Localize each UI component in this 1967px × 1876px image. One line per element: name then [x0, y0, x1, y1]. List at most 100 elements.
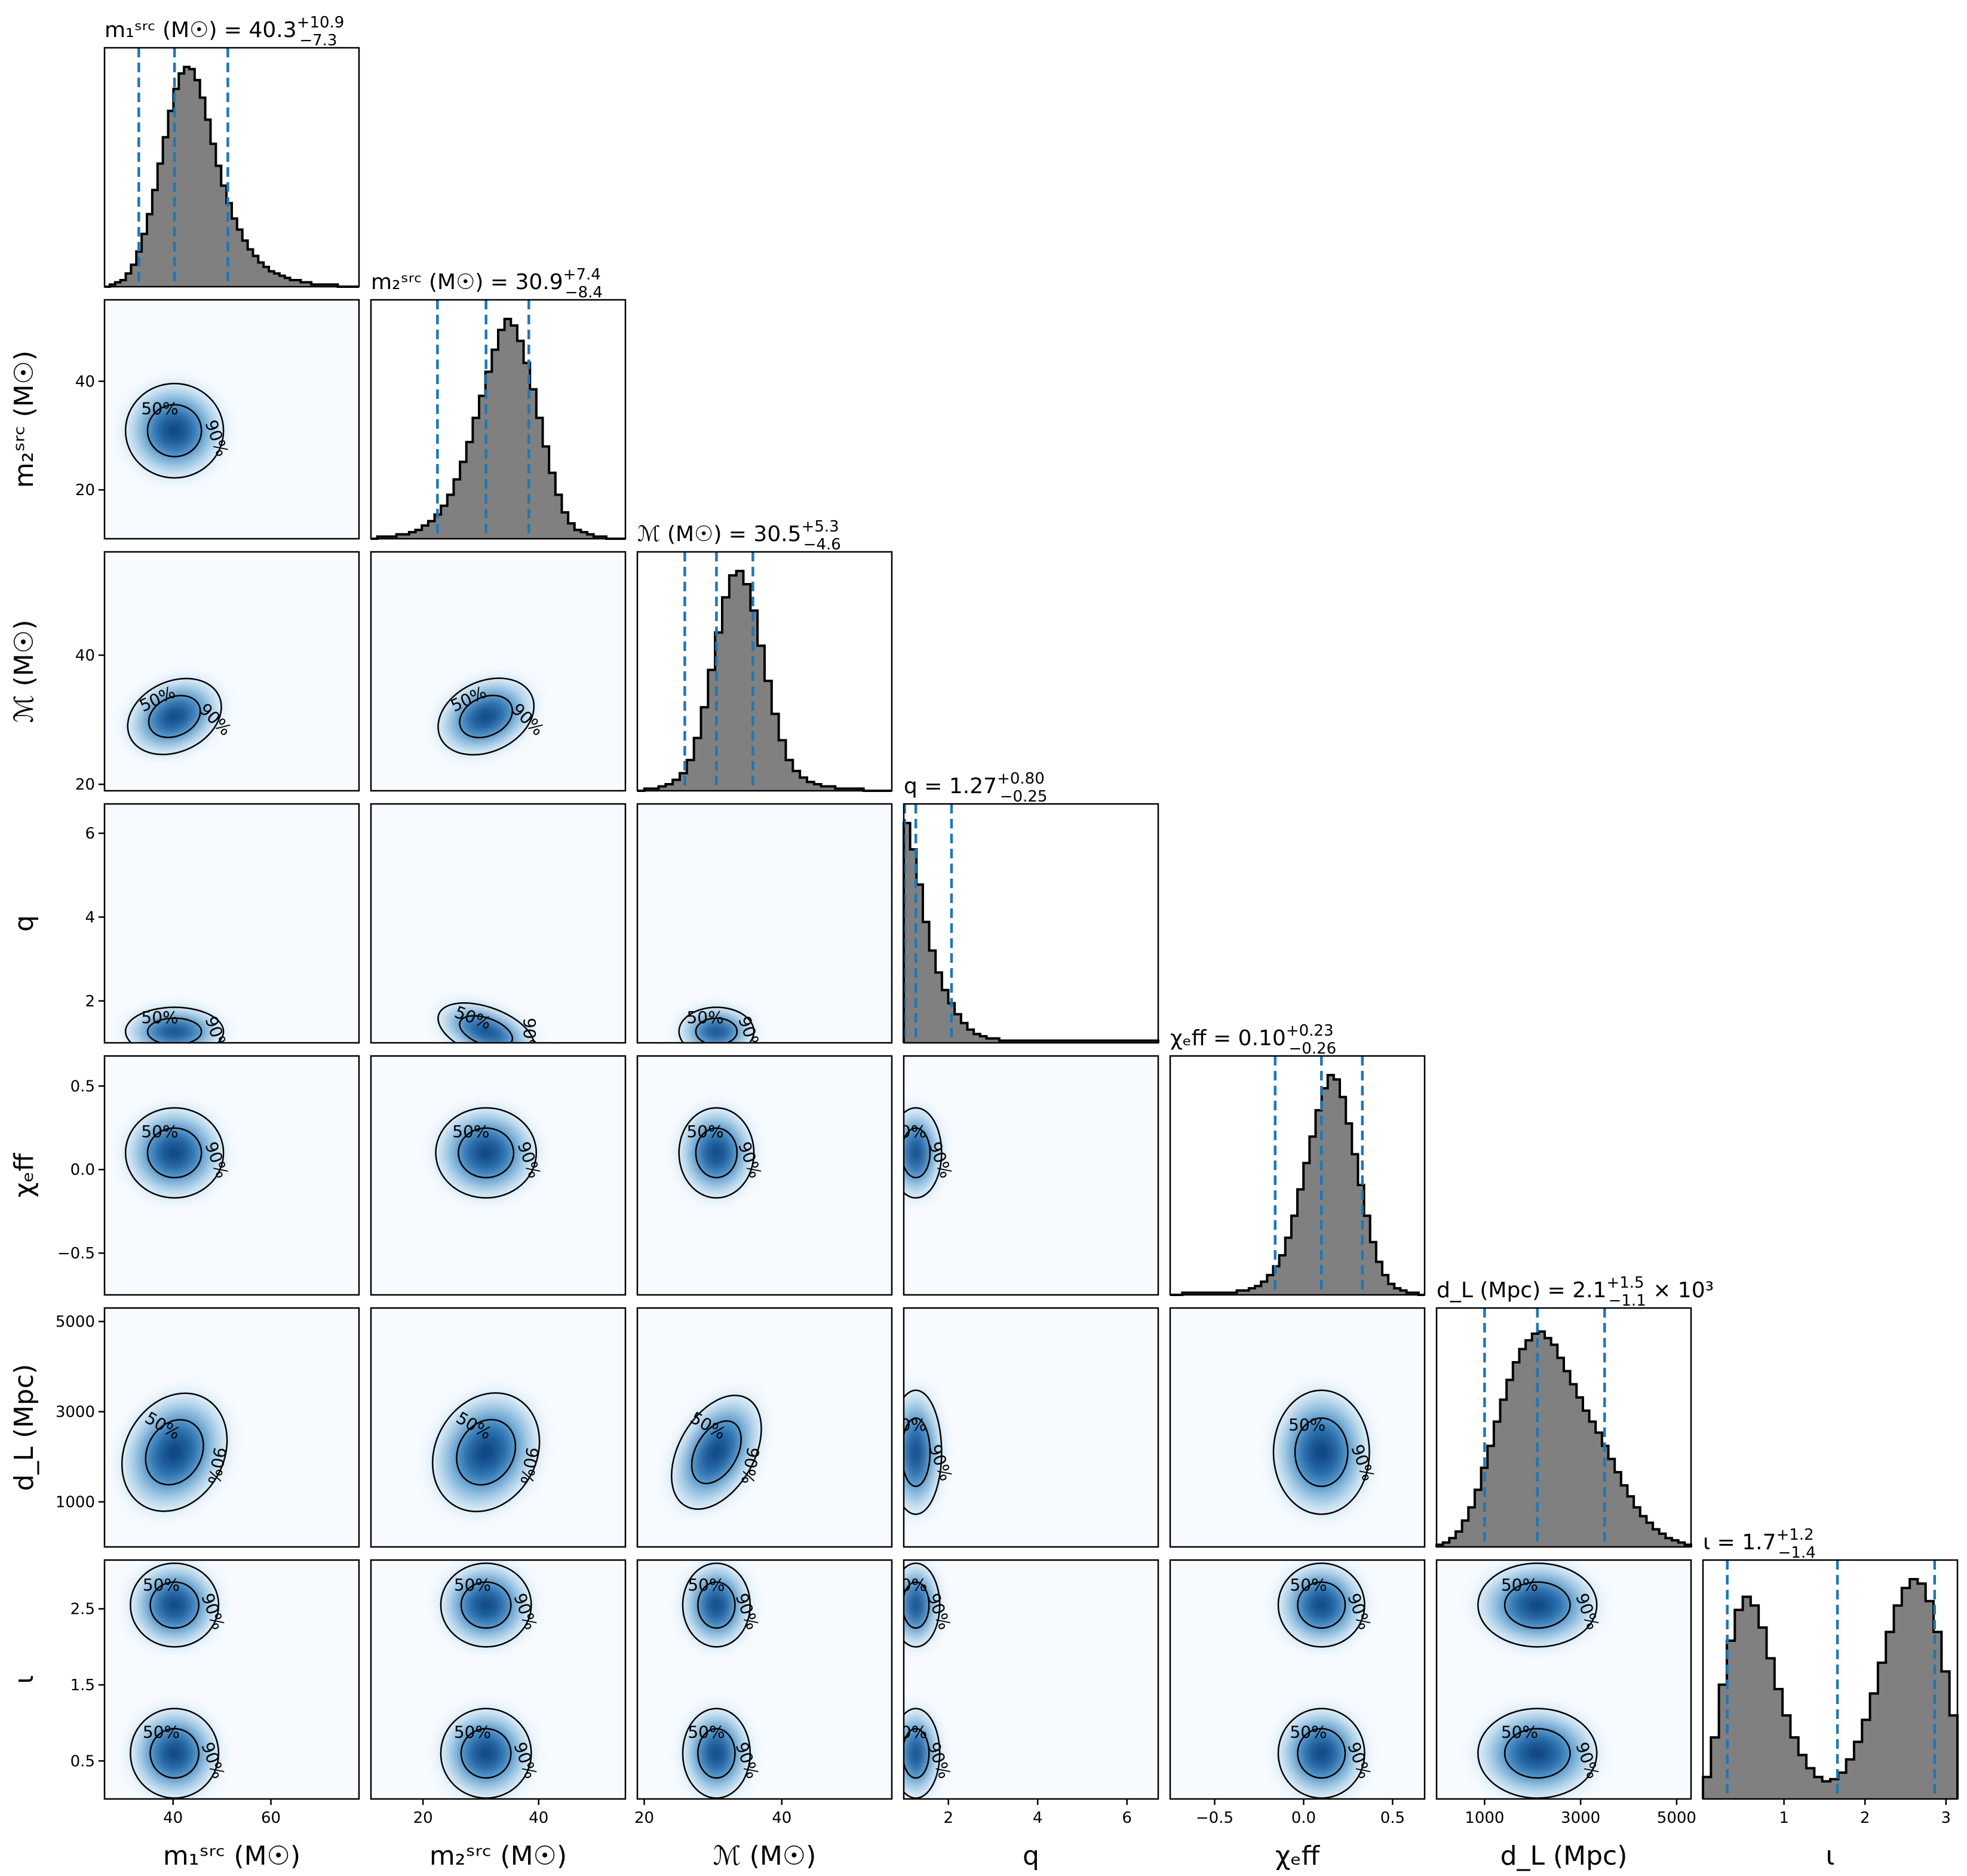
panel-m2-q-bg — [371, 804, 625, 1043]
xtick-label-dl-1: 3000 — [1561, 1809, 1600, 1827]
title-m2-prefix: m₂ˢʳᶜ (M☉) = — [371, 270, 515, 294]
panel-mc-dl-frame — [636, 1307, 893, 1548]
panel-m2-chi-frame — [370, 1055, 627, 1296]
ytick-label-iota-1: 1.5 — [70, 1677, 95, 1694]
hist-dl-edge — [1435, 1330, 1692, 1547]
panel-chi-chi: χₑff = 0.10+0.23 −0.26 — [1169, 1022, 1426, 1296]
title-m2-median: 30.9 — [515, 270, 563, 294]
title-m2-minus: −8.4 — [565, 284, 603, 302]
ytick-label-dl-2: 5000 — [56, 1313, 95, 1331]
ytick-label-iota-2: 2.5 — [70, 1601, 95, 1619]
xlabel-dl: d_L (Mpc) — [1500, 1841, 1628, 1871]
title-mc-minus: −4.6 — [803, 536, 841, 554]
xtick-label-chi-1: 0.0 — [1291, 1809, 1316, 1827]
blob-m1-q-label-50: 50% — [141, 1008, 178, 1027]
blob-q-dl-density — [904, 1374, 949, 1530]
title-dl-plus: +1.5 — [1606, 1274, 1644, 1292]
panel-m2-m2-frame — [370, 299, 627, 540]
panel-iota-iota: ι = 1.7+1.2 −1.4 1 2 3 ι — [1702, 1526, 1959, 1871]
panel-m1-iota: 50%90% 50%90% 0.5 1.5 2.5 ι 40 60 m₁ˢʳᶜ (M☉) — [9, 1559, 360, 1871]
blob-chi-iota-lower-density — [1267, 1697, 1376, 1799]
ytick-label-q-0: 2 — [85, 993, 95, 1011]
blob-chi-dl-contour-90 — [1272, 1389, 1370, 1515]
blob-mc-dl-contour-90 — [671, 1395, 762, 1510]
blob-m1-m2-label-50: 50% — [141, 398, 178, 418]
title-q-median: 1.27 — [949, 774, 997, 799]
blob-m2-mc-contour-50 — [459, 695, 514, 739]
xtick-label-m1-1: 60 — [261, 1809, 281, 1827]
blob-m2-chi-label-50: 50% — [452, 1122, 489, 1141]
blob-dl-iota-upper-contour-50 — [1503, 1581, 1571, 1629]
hist-m1-fill — [105, 67, 359, 287]
ytick-label-q-2: 6 — [85, 825, 95, 843]
blob-m2-iota-upper-contour-90 — [440, 1562, 532, 1648]
blob-m1-q-density — [113, 1001, 236, 1043]
panel-m1-mc: 50%90% 20 40 ℳ (M☉) — [9, 551, 360, 794]
ylabel-m2: m₂ˢʳᶜ (M☉) — [9, 351, 39, 488]
panel-q-dl: 50%90% — [903, 1307, 1159, 1548]
blob-chi-dl-density — [1261, 1374, 1382, 1530]
ylabel-mc: ℳ (M☉) — [9, 620, 39, 723]
xtick-label-m2-0: 20 — [413, 1809, 433, 1827]
blob-mc-chi-contour-90 — [678, 1107, 755, 1199]
blob-m1-chi-label-50: 50% — [141, 1122, 178, 1141]
blob-m2-q: 50%90% — [426, 996, 547, 1043]
panel-m1-m1: m₁ˢʳᶜ (M☉) = 40.3+10.9 −7.3 — [103, 14, 360, 288]
blob-m1-iota-lower-label-50: 50% — [143, 1722, 180, 1742]
title-m1-plus: +10.9 — [297, 14, 345, 32]
xtick-label-q-0: 2 — [943, 1809, 953, 1827]
blob-m2-chi-density — [423, 1097, 549, 1209]
blob-q-iota-upper-contour-50 — [904, 1581, 930, 1629]
blob-mc-q-contour-90 — [678, 1006, 755, 1043]
blob-m1-iota-upper-contour-90 — [130, 1562, 220, 1648]
blob-q-iota-upper-density — [904, 1560, 946, 1657]
xtick-label-q-2: 6 — [1122, 1809, 1132, 1827]
panel-m1-q-frame — [103, 803, 360, 1044]
blob-m1-q-contour-90 — [124, 1006, 225, 1043]
blob-m1-iota-upper: 50%90% — [119, 1560, 230, 1657]
panel-q-iota: 50%90%50%90%2 4 6q — [890, 1559, 1159, 1871]
blob-m2-q-density — [426, 996, 547, 1043]
panel-q-iota-bg — [904, 1560, 1158, 1799]
panel-q-q-frame — [903, 803, 1159, 1044]
panel-m2-chi: 50%90% — [370, 1055, 627, 1296]
title-dl-median: 2.1 — [1572, 1278, 1606, 1303]
blob-m1-iota-lower: 50%90% — [119, 1697, 230, 1799]
blob-chi-dl-contour-50 — [1294, 1417, 1349, 1487]
ytick-label-m2-0: 20 — [75, 481, 95, 499]
blob-m2-dl-contour-90 — [431, 1392, 541, 1512]
blob-q-iota-lower-contour-90 — [904, 1708, 941, 1799]
title-mc-plus: +5.3 — [802, 518, 839, 536]
blob-m1-m2: 50%90% — [113, 371, 236, 490]
blob-mc-dl-contour-50 — [691, 1420, 742, 1485]
xtick-label-dl-2: 5000 — [1657, 1809, 1696, 1827]
title-chi-prefix: χₑff = — [1170, 1026, 1238, 1051]
ytick-label-mc-1: 40 — [75, 647, 95, 665]
blob-dl-iota-upper-density — [1463, 1560, 1612, 1657]
panel-m1-chi-frame — [103, 1055, 360, 1296]
blob-dl-iota-lower: 50%90% — [1463, 1697, 1612, 1799]
xtick-label-iota-1: 2 — [1860, 1809, 1870, 1827]
blob-chi-iota-lower-contour-50 — [1297, 1728, 1346, 1779]
blob-m2-dl-density — [419, 1378, 553, 1527]
blob-m1-chi-contour-90 — [124, 1107, 225, 1199]
title-q-minus: −0.25 — [1000, 788, 1048, 806]
ylabel-iota: ι — [9, 1675, 39, 1684]
blob-dl-iota-lower-density — [1463, 1697, 1612, 1799]
panel-mc-iota-frame — [636, 1559, 893, 1800]
panel-mc-iota: 50%90% 50%90% 20 40 ℳ (M☉) — [634, 1559, 893, 1871]
title-q: q = 1.27+0.80 −0.25 — [904, 770, 1047, 806]
blob-mc-iota-lower-contour-50 — [697, 1728, 736, 1779]
panel-dl-iota: 50%90% 50%90% 1000 3000 5000 d_L (Mpc) — [1435, 1559, 1696, 1871]
title-mc-median: 30.5 — [753, 522, 801, 546]
blob-q-chi-label-50: 50% — [889, 1122, 926, 1141]
blob-q-iota-upper-label-50: 50% — [890, 1575, 927, 1595]
blob-mc-iota-upper-density — [674, 1560, 759, 1657]
panel-m1-q-bg — [105, 804, 359, 1043]
panel-q-iota-frame — [903, 1559, 1159, 1800]
blob-m2-iota-lower-contour-90 — [440, 1708, 532, 1799]
xtick-label-chi-2: 0.5 — [1380, 1809, 1405, 1827]
blob-q-chi: 50%90% — [889, 1097, 956, 1209]
ytick-label-chi-1: 0.0 — [70, 1161, 95, 1179]
